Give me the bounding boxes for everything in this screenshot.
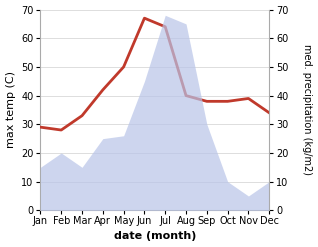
X-axis label: date (month): date (month) <box>114 231 196 242</box>
Y-axis label: max temp (C): max temp (C) <box>5 71 16 148</box>
Y-axis label: med. precipitation (kg/m2): med. precipitation (kg/m2) <box>302 44 313 175</box>
